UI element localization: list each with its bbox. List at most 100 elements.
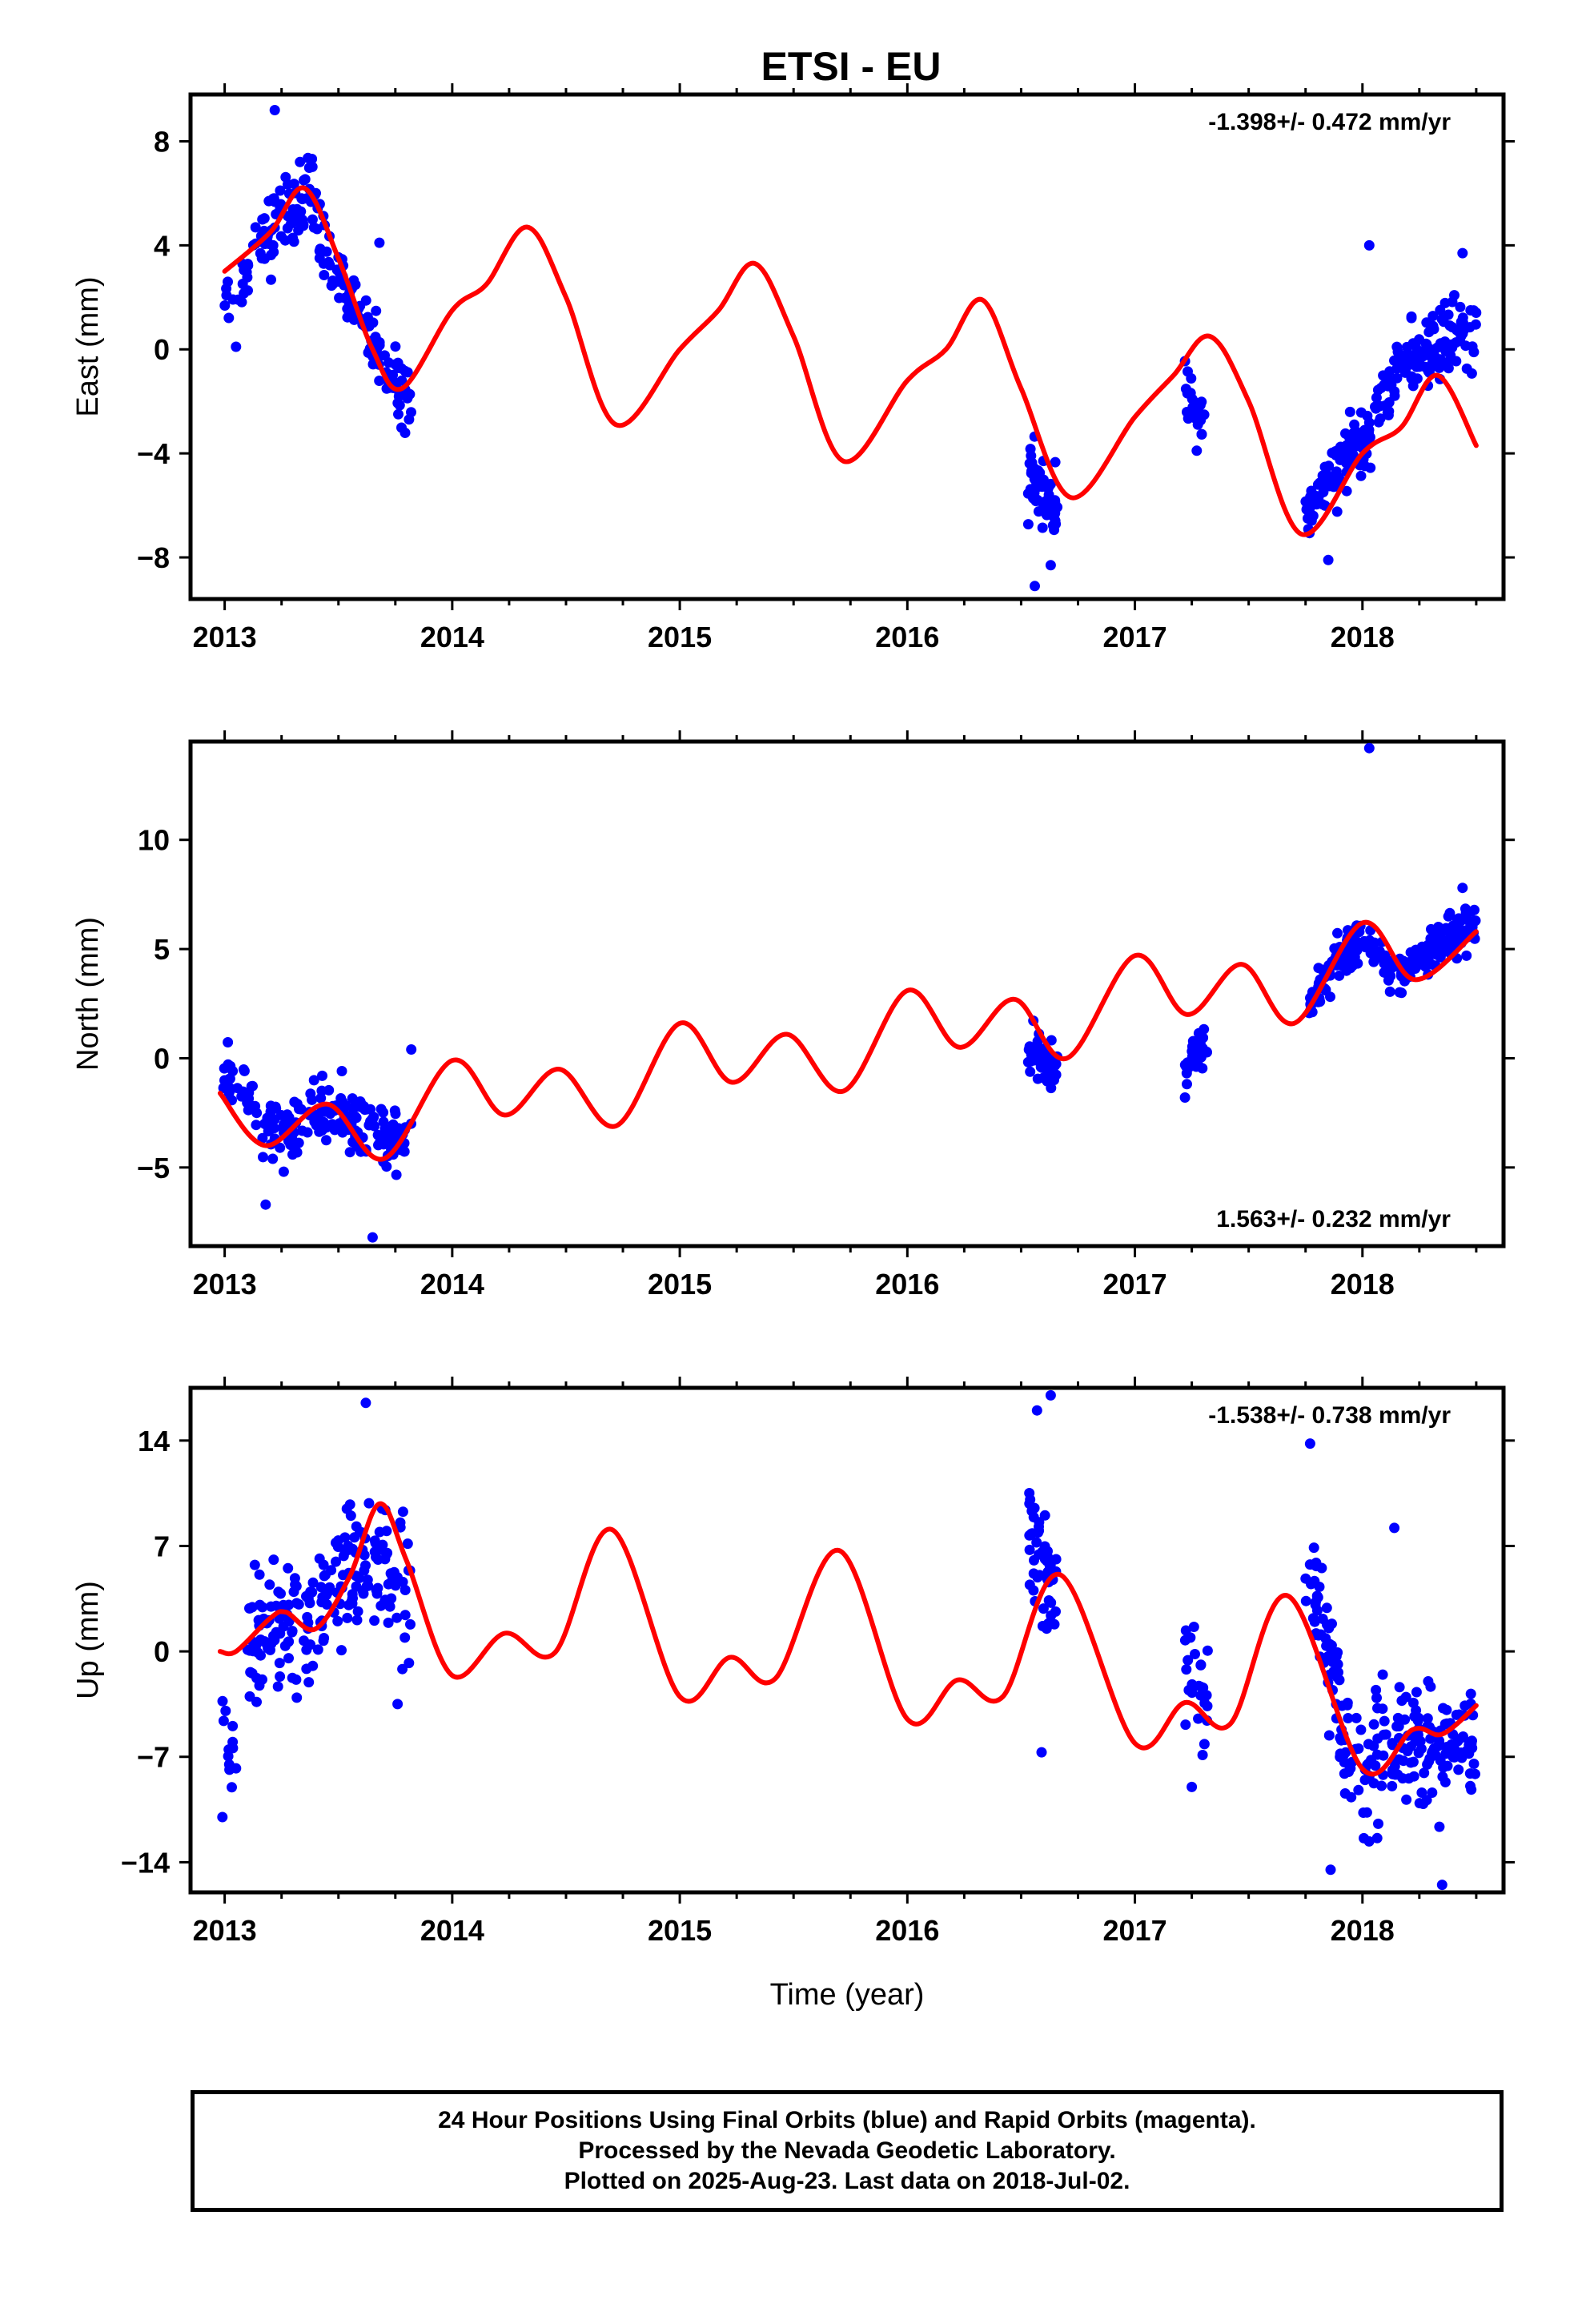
data-point [373,1140,383,1151]
data-point [1455,336,1466,347]
data-point [1309,1575,1320,1586]
data-point [1353,432,1364,444]
data-point [1311,1605,1323,1616]
data-point [1182,1079,1192,1090]
data-point [219,300,231,311]
data-point [1320,1633,1331,1644]
data-point-outlier [374,237,385,248]
data-point [1180,1719,1191,1731]
data-point [1043,1055,1054,1067]
data-point [1427,1746,1438,1757]
data-point [1396,1695,1407,1707]
data-point [389,1105,400,1116]
y-tick-label-east: 0 [154,333,170,366]
data-point [1434,362,1445,373]
data-point [332,1615,343,1626]
x-tick-label-east: 2013 [193,621,257,653]
data-point [1335,1735,1347,1746]
data-point [1345,963,1356,974]
data-point [1423,955,1434,966]
data-point-outlier [1186,1781,1198,1792]
data-point [283,1636,294,1647]
data-point [1422,1713,1433,1724]
data-point [264,1579,275,1590]
data-point [1405,947,1416,958]
data-point [1379,967,1390,978]
data-point [1199,1739,1210,1750]
data-point [405,1618,416,1630]
data-point [1327,448,1338,458]
data-point [1300,496,1311,507]
data-point [254,1569,265,1580]
plot-area-north [217,742,1481,1243]
data-point [301,1590,311,1602]
data-point [1371,1692,1382,1703]
data-point [267,239,279,251]
data-point [383,1131,395,1142]
data-point [1042,483,1054,494]
data-point [1372,1703,1383,1714]
x-tick-label-north: 2017 [1103,1268,1167,1301]
data-point [319,270,330,280]
data-point-outlier [1325,1864,1336,1876]
data-point [1411,1705,1422,1716]
data-point [1392,1712,1403,1723]
data-point [223,1751,234,1762]
data-point [227,294,239,305]
data-point [1046,1035,1057,1046]
rate-annotation-north: 1.563+/- 0.232 mm/yr [1216,1206,1451,1232]
data-point [1437,1771,1448,1783]
data-point [336,1066,347,1076]
data-point-outlier [1363,742,1375,754]
data-point-outlier [1304,1438,1315,1449]
data-point [1446,925,1457,936]
data-point [374,376,385,386]
data-point [266,250,276,260]
data-point [394,400,405,411]
panel-east: 2013 2014 2015 2016 2017 2018 −8 −4 0 4 8 East (mm)… [71,83,1515,653]
data-point [352,1606,363,1617]
data-point [1317,1614,1328,1624]
data-point-outlier [406,1044,417,1055]
data-point [1372,1733,1383,1744]
data-point [301,1644,312,1655]
data-point [1378,370,1389,381]
data-point [326,280,337,292]
data-point [245,1667,256,1678]
data-point [1349,419,1360,430]
y-tick-label-up: 14 [138,1425,170,1458]
data-point [347,1593,358,1604]
data-point [274,1658,285,1669]
data-point [275,185,286,196]
panels: 2013 2014 2015 2016 2017 2018 −8 −4 0 4 8 East (mm)… [71,83,1515,2012]
data-point-outlier [1030,581,1040,592]
data-point [256,253,267,263]
data-point [1029,473,1040,485]
data-point [1353,1743,1364,1754]
data-point [369,1535,380,1546]
data-point [1407,338,1419,349]
data-point [1334,970,1345,981]
y-tick-label-east: 4 [154,229,170,262]
data-point [259,213,270,224]
data-point [275,1671,286,1682]
data-point [1030,496,1042,507]
data-point [355,1098,367,1109]
data-point [1311,1561,1322,1572]
data-point [1470,319,1481,330]
figure-title: ETSI - EU [761,44,941,89]
data-point [221,283,232,294]
data-point [316,1085,327,1096]
data-point [1457,318,1468,329]
data-point-outlier [1045,1389,1056,1401]
data-point [375,1104,387,1115]
data-point [1405,1757,1416,1768]
data-point [400,1585,411,1595]
data-point [1427,311,1439,322]
data-point [1432,927,1443,939]
footer-box: 24 Hour Positions Using Final Orbits (bl… [191,2090,1504,2212]
data-point-outlier [260,1199,271,1210]
data-point [1026,1528,1038,1539]
data-point [288,236,299,247]
